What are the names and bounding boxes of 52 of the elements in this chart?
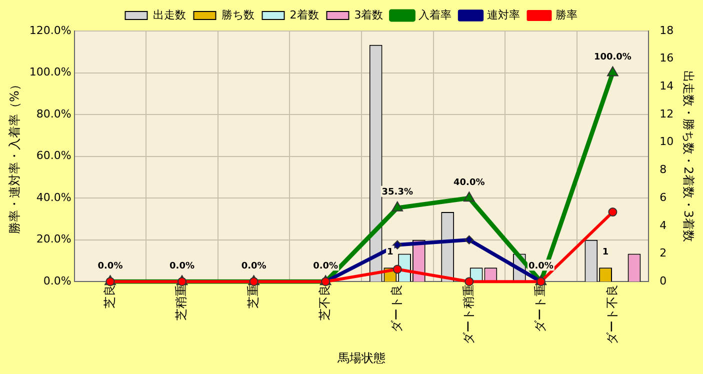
- data-label: 35.3%: [382, 188, 413, 198]
- data-label: 1: [387, 248, 394, 258]
- legend-label: 3着数: [354, 8, 384, 22]
- data-label: 0.0%: [528, 261, 554, 272]
- data-label: 40.0%: [454, 178, 485, 188]
- x-tick-label: 芝不良: [318, 284, 332, 321]
- y2-tick-label: 14: [660, 80, 674, 93]
- point: [392, 240, 402, 250]
- y2-tick-label: 8: [660, 163, 667, 176]
- legend-label: 勝率: [556, 8, 578, 22]
- point: [392, 264, 402, 274]
- y2-tick-label: 4: [660, 218, 667, 232]
- x-tick-label: 芝良: [102, 284, 116, 309]
- y2-tick-label: 0: [660, 274, 667, 288]
- y2-tick-label: 10: [660, 135, 674, 148]
- y2-axis-title: 出走数・勝ち数・2着数・3着数: [682, 70, 696, 242]
- data-label: 1: [602, 248, 609, 258]
- y-tick-label: 0.0%: [43, 274, 72, 288]
- point: [608, 208, 618, 217]
- point: [464, 235, 474, 244]
- legend-label: 出走数: [152, 8, 186, 22]
- y2-tick-label: 18: [660, 24, 674, 37]
- data-label: 0.0%: [313, 261, 338, 272]
- x-axis-title: 馬場状態: [336, 350, 386, 365]
- x-tick-label: ダート重: [533, 284, 548, 333]
- data-label: 0.0%: [98, 261, 123, 272]
- y-tick-label: 20.0%: [36, 232, 72, 246]
- x-tick-label: 芝稍重: [174, 284, 188, 321]
- point: [607, 66, 618, 76]
- y-tick-label: 80.0%: [36, 107, 72, 120]
- y-tick-label: 60.0%: [36, 149, 72, 162]
- y-tick-label: 100.0%: [29, 66, 72, 79]
- data-label: 0.0%: [241, 261, 266, 272]
- y-tick-label: 120.0%: [29, 24, 72, 37]
- x-tick-label: ダート良: [389, 284, 404, 333]
- data-label: 100.0%: [594, 52, 632, 63]
- x-tick-label: ダート不良: [604, 284, 619, 345]
- y2-tick-label: 2: [660, 246, 667, 260]
- legend-label: 2着数: [290, 8, 319, 22]
- y2-tick-label: 12: [660, 107, 674, 120]
- point: [392, 201, 404, 212]
- x-tick-label: 芝重: [246, 284, 260, 309]
- point: [463, 192, 475, 202]
- y-tick-label: 40.0%: [36, 190, 72, 204]
- x-tick-label: ダート稍重: [461, 284, 476, 345]
- data-label: 0.0%: [170, 261, 194, 272]
- y-axis-title: 勝率・連対率・入着率（%）: [7, 78, 22, 234]
- legend-label: 勝ち数: [221, 8, 254, 22]
- legend-label: 連対率: [487, 8, 520, 22]
- legend-label: 入着率: [418, 8, 452, 22]
- y2-tick-label: 6: [660, 190, 667, 204]
- y2-tick-label: 16: [660, 52, 674, 65]
